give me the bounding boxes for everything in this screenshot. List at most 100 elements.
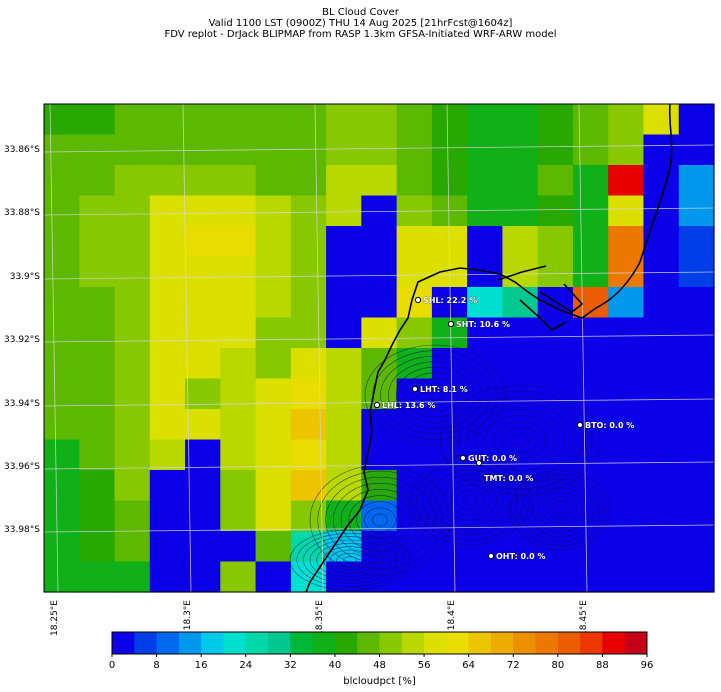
heatmap-cell (326, 561, 362, 593)
contour-line (325, 476, 435, 564)
heatmap-cell (396, 470, 433, 502)
contour-line (343, 556, 357, 564)
heatmap-cell (220, 439, 257, 471)
station-marker (487, 552, 495, 560)
figure-title: BL Cloud Cover (322, 7, 399, 18)
heatmap-cell (572, 378, 609, 410)
heatmap-cell (185, 500, 221, 532)
heatmap-cell (44, 561, 80, 593)
contour-line (333, 483, 427, 557)
x-tick-label: 18.45°E (579, 600, 589, 636)
heatmap-cell (220, 500, 257, 532)
contour-line (457, 396, 583, 484)
graticule-parallel (43, 461, 715, 470)
contour-line (317, 470, 443, 570)
station-marker (576, 421, 584, 429)
heatmap-cell (114, 104, 151, 136)
heatmap-cell (185, 226, 221, 258)
heatmap-cell (44, 439, 80, 471)
y-tick-label: 33.98°S (4, 525, 40, 535)
heatmap-cell (467, 195, 504, 227)
heatmap-cell (114, 134, 151, 166)
heatmap-cell (537, 378, 574, 410)
colorbar-tick-label: 40 (329, 660, 342, 671)
contour-line (510, 433, 530, 447)
heatmap-cell (149, 134, 186, 166)
heatmap-cell (185, 531, 221, 563)
contour-line (340, 489, 420, 551)
heatmap-cell (220, 561, 257, 593)
heatmap-cell (502, 104, 539, 136)
station-marker (459, 454, 467, 462)
contour-line (309, 464, 451, 576)
contour-line (309, 539, 391, 581)
heatmap-cell (44, 317, 80, 349)
heatmap-cell (290, 378, 327, 410)
heatmap-cell (361, 500, 398, 532)
heatmap-cell (537, 348, 574, 380)
station-marker (414, 296, 422, 304)
heatmap-cell (572, 165, 609, 197)
heatmap-cell (79, 226, 116, 258)
colorbar-swatch (134, 632, 158, 654)
heatmap-cell (537, 134, 574, 166)
colorbar-swatch (401, 632, 425, 654)
graticule-parallel (43, 334, 715, 343)
heatmap-cell (149, 561, 186, 593)
heatmap-cell (608, 409, 645, 441)
heatmap-cell (326, 287, 362, 319)
heatmap-cell (185, 104, 221, 136)
heatmap-cell (185, 378, 221, 410)
station-label: GUT: 0.0 % (468, 454, 517, 463)
graticule-parallel (43, 144, 715, 153)
heatmap-cell (149, 439, 186, 471)
heatmap-cell (431, 134, 468, 166)
heatmap-cell (44, 348, 80, 380)
station-label: SHT: 10.6 % (456, 320, 510, 329)
contour-line (356, 501, 404, 539)
contour-line (409, 454, 531, 546)
contour-line (380, 355, 490, 435)
heatmap-cell (572, 470, 609, 502)
heatmap-cell (643, 317, 680, 349)
contour-line (463, 494, 477, 506)
heatmap-cell (396, 134, 433, 166)
heatmap-cell (326, 409, 362, 441)
colorbar-swatch (334, 632, 358, 654)
colorbar-swatch (557, 632, 581, 654)
heatmap-cell (537, 165, 574, 197)
heatmap-cell (643, 500, 680, 532)
heatmap-cell (643, 134, 680, 166)
contour-line (509, 469, 611, 551)
heatmap-cell (643, 470, 680, 502)
heatmap-cell (326, 378, 362, 410)
contour-line (316, 543, 384, 577)
heatmap-cell (114, 195, 151, 227)
contour-line (388, 361, 482, 429)
contour-line (336, 553, 364, 567)
contour-line (537, 491, 583, 529)
heatmap-cell (220, 195, 257, 227)
heatmap-cell (396, 561, 433, 593)
heatmap-cell (608, 500, 645, 532)
heatmap-cell (467, 500, 504, 532)
graticule-parallel (43, 524, 715, 533)
heatmap-cell (220, 378, 257, 410)
heatmap-cell (255, 470, 292, 502)
heatmap-cell (44, 165, 80, 197)
heatmap-cell (431, 378, 468, 410)
heatmap-cell (114, 500, 151, 532)
heatmap-cell (572, 531, 609, 563)
contour-line (303, 536, 397, 584)
heatmap-cell (608, 531, 645, 563)
heatmap-cell (396, 439, 433, 471)
heatmap-cell (678, 378, 715, 410)
colorbar-swatch (201, 632, 224, 654)
heatmap-cell (220, 287, 257, 319)
heatmap-cell (537, 104, 574, 136)
heatmap-cell (678, 561, 715, 593)
heatmap-cell (290, 348, 327, 380)
heatmap-cell (326, 195, 362, 227)
heatmap-cell (502, 195, 539, 227)
heatmap-cell (44, 409, 80, 441)
